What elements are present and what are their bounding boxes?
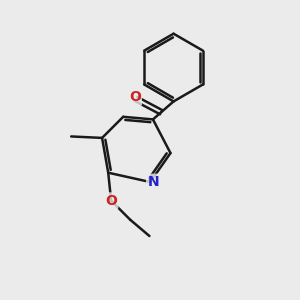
Text: O: O: [105, 194, 117, 208]
Text: N: N: [147, 175, 159, 189]
Text: O: O: [129, 91, 141, 104]
